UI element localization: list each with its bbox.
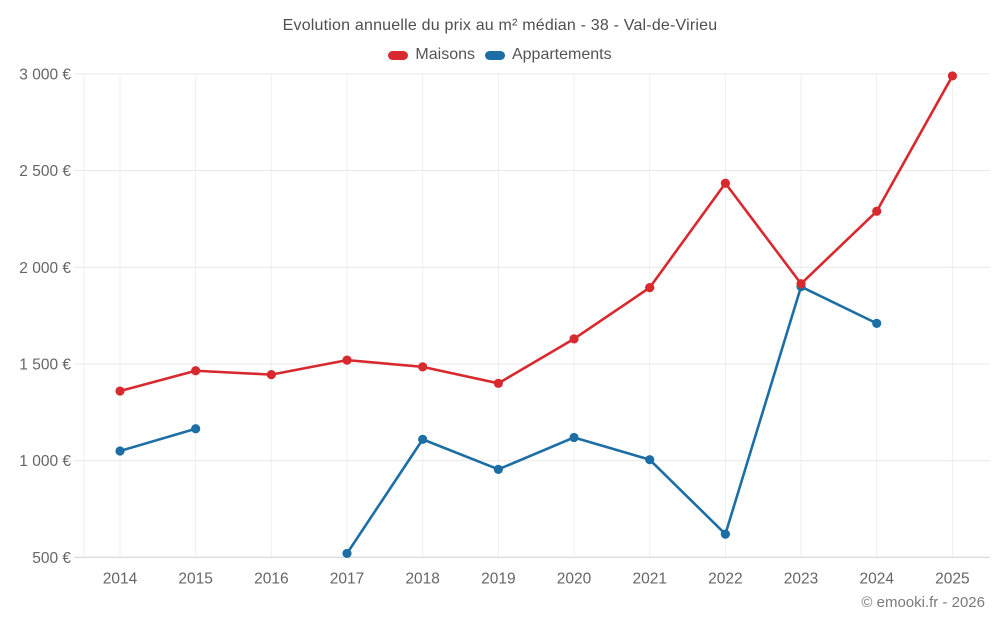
- x-tick-label: 2014: [103, 571, 138, 588]
- y-tick-label: 500 €: [32, 550, 71, 567]
- data-point-appartements-2019: [493, 464, 503, 474]
- y-tick-label: 1 500 €: [19, 356, 71, 373]
- series-line-maisons: [118, 74, 954, 393]
- data-point-maisons-2014: [115, 386, 125, 396]
- data-point-appartements-2017: [342, 548, 352, 559]
- x-tick-label: 2023: [784, 571, 818, 588]
- data-point-maisons-2024: [872, 206, 882, 216]
- series-line-appartements: [345, 285, 879, 555]
- data-point-maisons-2016: [266, 370, 276, 380]
- x-tick-label: 2024: [859, 571, 894, 588]
- x-tick-label: 2022: [708, 571, 742, 588]
- legend-item-appartements[interactable]: Appartements: [484, 46, 612, 64]
- y-tick-label: 1 000 €: [19, 453, 71, 470]
- x-tick-label: 2019: [481, 571, 515, 588]
- data-point-maisons-2023: [796, 279, 806, 289]
- data-point-appartements-2018: [418, 434, 428, 444]
- data-point-maisons-2015: [191, 366, 201, 376]
- appartements-swatch-icon: [484, 50, 505, 60]
- y-tick-label: 2 000 €: [19, 260, 71, 277]
- x-tick-label: 2021: [632, 571, 666, 588]
- x-tick-label: 2017: [330, 571, 364, 588]
- x-tick-label: 2016: [254, 571, 288, 588]
- data-point-maisons-2020: [569, 334, 579, 344]
- data-point-appartements-2022: [720, 529, 730, 539]
- data-point-maisons-2018: [418, 362, 428, 372]
- legend-item-maisons[interactable]: Maisons: [388, 46, 475, 64]
- chart-legend: Maisons Appartements: [0, 46, 1000, 64]
- watermark-credit: © emooki.fr - 2026: [861, 594, 985, 611]
- data-point-maisons-2017: [342, 355, 352, 365]
- y-tick-label: 2 500 €: [19, 163, 71, 180]
- legend-label-appartements: Appartements: [511, 46, 612, 63]
- series-line-appartements: [118, 427, 197, 453]
- x-tick-label: 2025: [935, 571, 969, 588]
- x-tick-label: 2020: [557, 571, 592, 588]
- chart-title: Evolution annuelle du prix au m² médian …: [282, 17, 718, 34]
- x-tick-label: 2018: [405, 571, 439, 588]
- y-tick-label: 3 000 €: [19, 67, 71, 84]
- data-point-maisons-2019: [493, 378, 503, 388]
- data-point-appartements-2020: [569, 432, 579, 443]
- data-point-maisons-2022: [720, 178, 730, 188]
- legend-label-maisons: Maisons: [415, 46, 475, 63]
- data-point-appartements-2014: [115, 446, 125, 456]
- data-point-maisons-2025: [947, 71, 958, 81]
- data-point-appartements-2021: [645, 455, 655, 465]
- data-point-maisons-2021: [645, 283, 655, 293]
- x-tick-label: 2015: [178, 571, 212, 588]
- maisons-swatch-icon: [388, 50, 409, 60]
- data-point-appartements-2024: [872, 318, 882, 328]
- data-point-appartements-2015: [191, 424, 201, 434]
